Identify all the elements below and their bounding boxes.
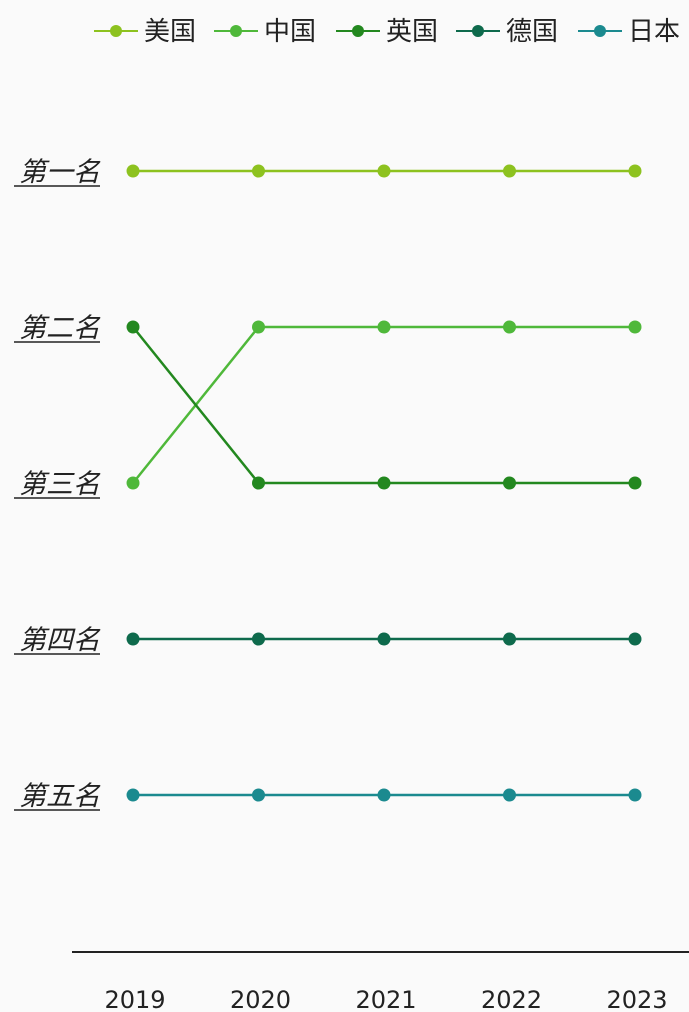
rank-label: 第三名	[19, 469, 101, 500]
legend-item: 日本	[578, 17, 680, 47]
legend-label: 德国	[506, 17, 558, 47]
data-point	[377, 320, 391, 334]
data-point	[628, 476, 642, 490]
x-tick-label: 2022	[481, 986, 542, 1012]
x-tick-label: 2019	[104, 986, 165, 1012]
data-point	[503, 164, 516, 178]
data-point	[126, 476, 140, 490]
data-point	[377, 476, 391, 490]
x-tick-label: 2021	[355, 986, 416, 1012]
data-point	[503, 788, 516, 802]
legend-label: 英国	[386, 17, 438, 47]
data-point	[377, 164, 391, 178]
x-tick-label: 2023	[606, 986, 667, 1012]
x-axis-labels: 2019 2020 2021 2022 2023	[104, 986, 667, 1012]
data-point	[252, 632, 265, 646]
legend-item: 中国	[214, 17, 316, 47]
series-points	[126, 164, 642, 802]
data-point	[503, 632, 516, 646]
legend-label: 日本	[628, 17, 680, 47]
data-point	[126, 164, 140, 178]
legend-marker	[594, 25, 606, 37]
data-point	[628, 632, 642, 646]
series-line	[132, 326, 635, 485]
rank-label: 第一名	[19, 157, 101, 188]
data-point	[628, 320, 642, 334]
series-line	[132, 325, 635, 484]
legend-item: 德国	[456, 17, 558, 47]
data-point	[252, 788, 265, 802]
data-point	[503, 476, 516, 490]
legend-marker	[472, 25, 484, 37]
data-point	[252, 320, 265, 334]
rank-label: 第二名	[19, 313, 101, 344]
legend-label: 中国	[264, 17, 316, 47]
data-point	[377, 632, 391, 646]
data-point	[126, 632, 140, 646]
data-point	[252, 164, 265, 178]
legend-marker	[230, 25, 242, 37]
legend-marker	[110, 25, 122, 37]
rank-label: 第五名	[19, 781, 101, 812]
legend-item: 美国	[94, 17, 196, 47]
legend: 美国 中国 英国 德国 日本	[94, 17, 680, 47]
x-tick-label: 2020	[230, 986, 291, 1012]
data-point	[126, 320, 140, 334]
legend-item: 英国	[336, 17, 438, 47]
data-point	[252, 476, 265, 490]
data-point	[503, 320, 516, 334]
data-point	[126, 788, 140, 802]
data-point	[377, 788, 391, 802]
data-point	[628, 788, 642, 802]
data-point	[628, 164, 642, 178]
legend-marker	[352, 25, 364, 37]
legend-label: 美国	[144, 17, 196, 47]
rank-label: 第四名	[19, 625, 101, 656]
